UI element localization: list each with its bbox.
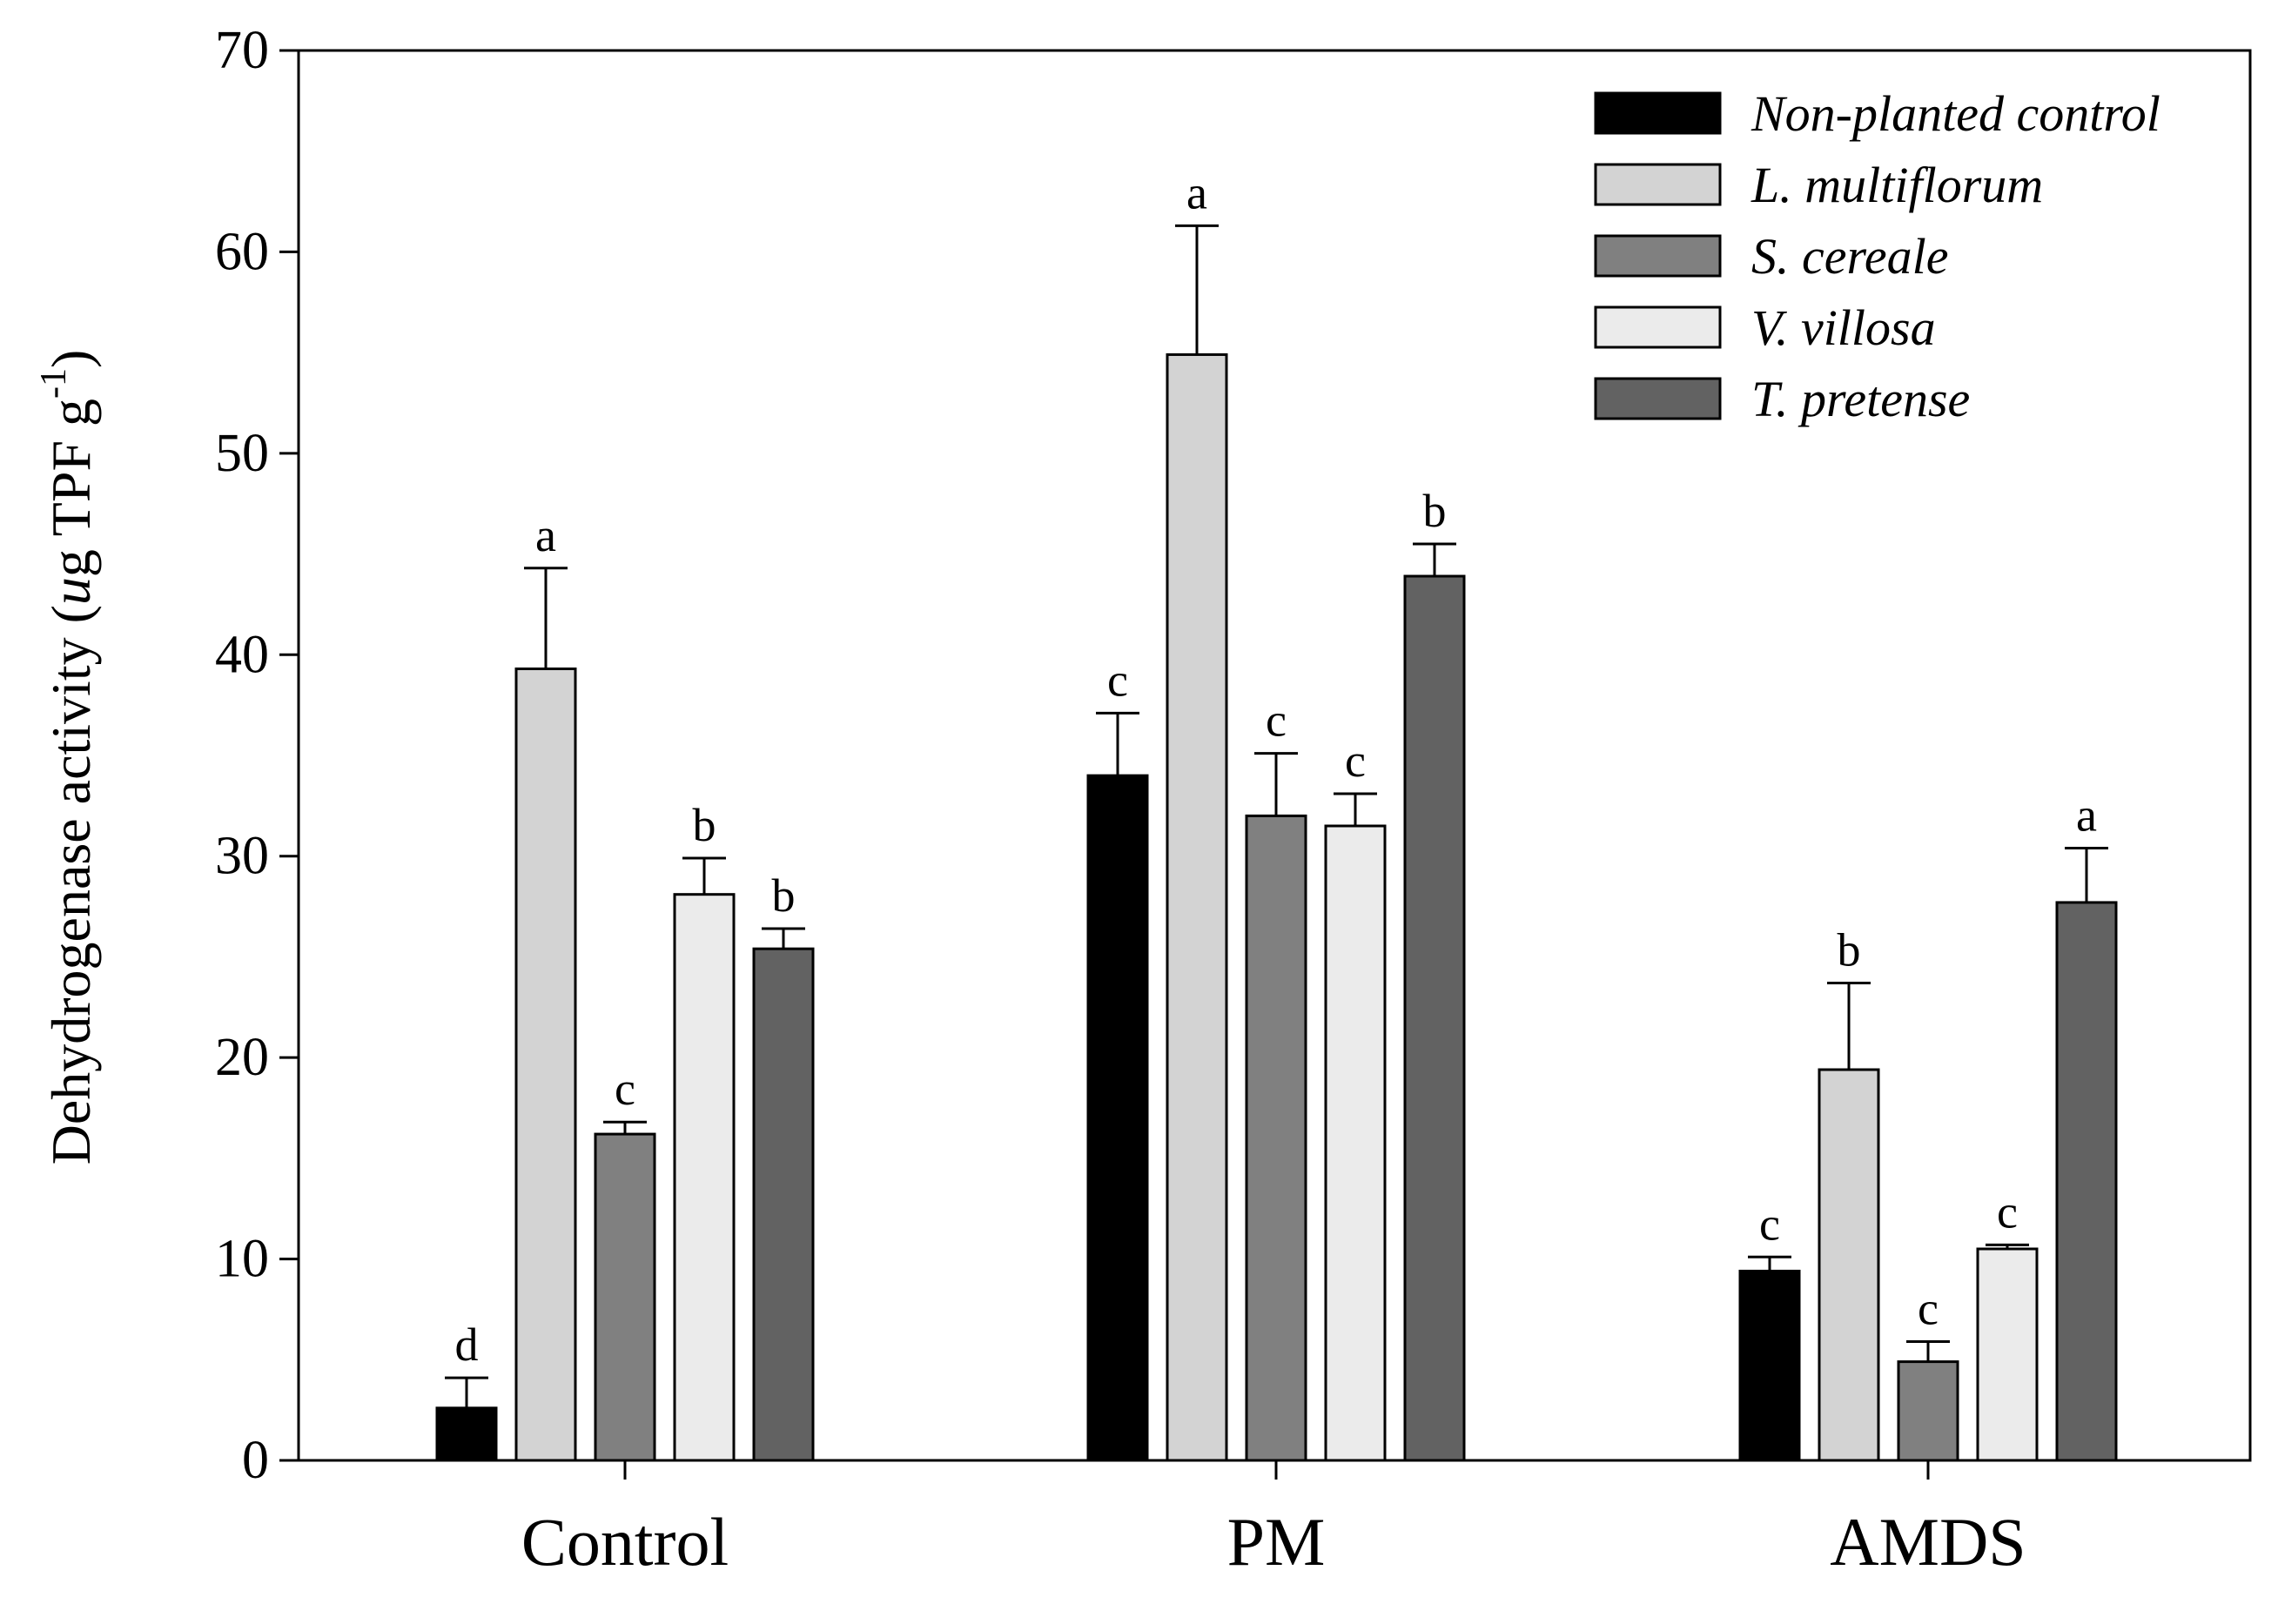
legend-label-2: S. cereale: [1751, 228, 1949, 285]
y-tick-label-4: 40: [215, 625, 269, 684]
bar-1-0: [1086, 774, 1149, 1462]
legend-label-4: T. pretense: [1751, 371, 1970, 427]
bar-2-3: [1976, 1247, 2039, 1462]
y-axis-title-part3: ): [40, 350, 102, 368]
x-tick-label-1: PM: [1227, 1504, 1326, 1580]
bar-2-4: [2055, 901, 2118, 1462]
x-tick-label-2: AMDS: [1830, 1504, 2026, 1580]
error-bars-group: [445, 224, 2108, 1408]
bar-1-4: [1403, 574, 1466, 1462]
significance-letter-1-1: a: [1186, 166, 1207, 218]
bar-1-3: [1324, 824, 1387, 1462]
bars-group: [435, 352, 2118, 1462]
legend-swatch-0: [1594, 91, 1722, 135]
significance-letter-0-0: d: [455, 1319, 479, 1371]
significance-letter-2-0: c: [1759, 1198, 1780, 1250]
bar-2-0: [1738, 1269, 1801, 1462]
legend-swatch-1: [1594, 163, 1722, 206]
legend: Non-planted control L. multiflorum S. cere…: [1594, 85, 2160, 427]
bar-1-2: [1245, 814, 1307, 1462]
y-axis-title-superscript: -1: [34, 368, 74, 399]
significance-letters-group: d a c b b c a c c b c b c c a: [455, 166, 2098, 1371]
significance-letter-0-1: a: [535, 509, 556, 561]
legend-swatch-3: [1594, 305, 1722, 349]
significance-letter-0-3: b: [693, 799, 716, 851]
axes-group: 0 10 20 30 40 50 60 70 Control PM AMDS: [215, 21, 2252, 1580]
y-axis-title-part1: Dehydrogenase activity (: [40, 605, 102, 1164]
legend-label-3: V. villosa: [1751, 299, 1936, 356]
bar-2-2: [1897, 1360, 1959, 1462]
legend-label-0: Non-planted control: [1750, 85, 2160, 142]
bar-2-1: [1818, 1068, 1880, 1462]
bar-0-0: [435, 1406, 498, 1462]
y-tick-label-1: 10: [215, 1230, 269, 1289]
significance-letter-2-2: c: [1918, 1282, 1939, 1334]
significance-letter-0-4: b: [772, 869, 796, 922]
y-tick-label-6: 60: [215, 222, 269, 281]
y-axis-title-italic: u: [40, 577, 102, 605]
significance-letter-2-3: c: [1997, 1185, 2018, 1238]
significance-letter-1-2: c: [1266, 695, 1287, 747]
y-tick-label-5: 50: [215, 424, 269, 483]
bar-0-2: [594, 1132, 656, 1462]
legend-swatch-4: [1594, 377, 1722, 420]
legend-swatch-2: [1594, 234, 1722, 278]
significance-letter-1-3: c: [1345, 735, 1366, 787]
significance-letter-1-4: b: [1423, 485, 1447, 537]
y-axis-title: Dehydrogenase activity (ug TPF g-1): [34, 350, 102, 1165]
significance-letter-0-2: c: [615, 1063, 635, 1115]
bar-0-4: [752, 947, 815, 1462]
y-tick-label-0: 0: [242, 1431, 269, 1490]
y-tick-label-3: 30: [215, 827, 269, 886]
y-tick-label-7: 70: [215, 21, 269, 80]
significance-letter-2-1: b: [1838, 924, 1861, 976]
x-tick-label-0: Control: [521, 1504, 729, 1580]
bar-0-3: [673, 893, 736, 1462]
y-tick-label-2: 20: [215, 1028, 269, 1087]
y-axis-title-part2: g TPF g: [40, 399, 102, 577]
significance-letter-2-4: a: [2076, 789, 2097, 841]
bar-1-1: [1166, 352, 1228, 1462]
significance-letter-1-0: c: [1107, 654, 1128, 706]
bar-0-1: [514, 667, 577, 1462]
legend-label-1: L. multiflorum: [1750, 157, 2043, 213]
